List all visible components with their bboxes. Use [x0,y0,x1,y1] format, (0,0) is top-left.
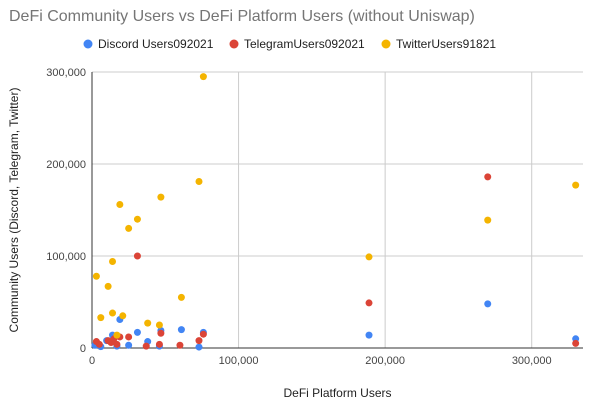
data-point-series-2 [133,252,141,260]
legend-label: Discord Users092021 [98,37,214,51]
data-point-series-1 [133,328,141,336]
data-point-series-2 [195,337,203,345]
axes [91,72,583,349]
data-point-series-3 [157,193,165,201]
data-point-series-3 [109,258,117,266]
data-point-series-3 [365,253,373,261]
data-point-series-3 [125,224,133,232]
data-point-series-3 [572,181,580,189]
data-point-series-3 [195,177,203,185]
data-point-series-3 [177,293,185,301]
data-point-series-3 [133,215,141,223]
data-point-series-3 [119,312,127,320]
data-point-series-2 [199,330,207,338]
data-point-series-1 [484,300,492,308]
data-point-series-2 [157,329,165,337]
data-point-series-3 [155,321,163,329]
data-point-series-1 [195,343,203,351]
x-tick-label: 100,000 [219,355,259,367]
data-point-series-3 [116,200,124,208]
x-tick-label: 200,000 [365,355,405,367]
data-point-series-1 [365,331,373,339]
x-axis-title: DeFi Platform Users [283,386,391,400]
data-point-series-2 [484,173,492,181]
y-tick-label: 0 [80,343,86,355]
data-point-series-3 [144,319,152,327]
data-point-series-1 [125,341,133,349]
data-point-series-2 [113,340,121,348]
legend-marker [381,39,391,49]
data-point-series-2 [125,333,133,341]
x-tick-label: 300,000 [512,355,552,367]
data-point-series-3 [92,272,100,280]
data-point-series-3 [113,331,121,339]
data-point-series-2 [155,340,163,348]
y-tick-label: 300,000 [46,67,86,79]
legend-marker [229,39,239,49]
data-point-series-3 [97,314,105,322]
legend-label: TelegramUsers092021 [244,37,365,51]
data-points [91,73,580,351]
data-point-series-1 [177,326,185,334]
data-point-series-3 [109,309,117,317]
data-point-series-3 [484,216,492,224]
data-point-series-3 [199,73,207,81]
legend: Discord Users092021 TelegramUsers092021 Tw… [83,37,496,51]
data-point-series-2 [95,340,103,348]
data-point-series-2 [176,341,184,349]
data-point-series-2 [142,342,150,350]
y-tick-label: 100,000 [46,251,86,263]
data-point-series-3 [104,282,112,290]
legend-marker [83,39,93,49]
y-tick-label: 200,000 [46,159,86,171]
tick-labels: 0 100,000 200,000 300,000 0 100,000 200,000 300… [46,67,551,367]
legend-label: TwitterUsers91821 [396,37,496,51]
data-point-series-2 [572,339,580,347]
y-axis-title: Community Users (Discord, Telegram, Twit… [7,88,21,333]
grid-lines [92,71,583,348]
x-tick-label: 0 [89,355,95,367]
chart-title: DeFi Community Users vs DeFi Platform Us… [9,8,475,25]
data-point-series-2 [365,299,373,307]
